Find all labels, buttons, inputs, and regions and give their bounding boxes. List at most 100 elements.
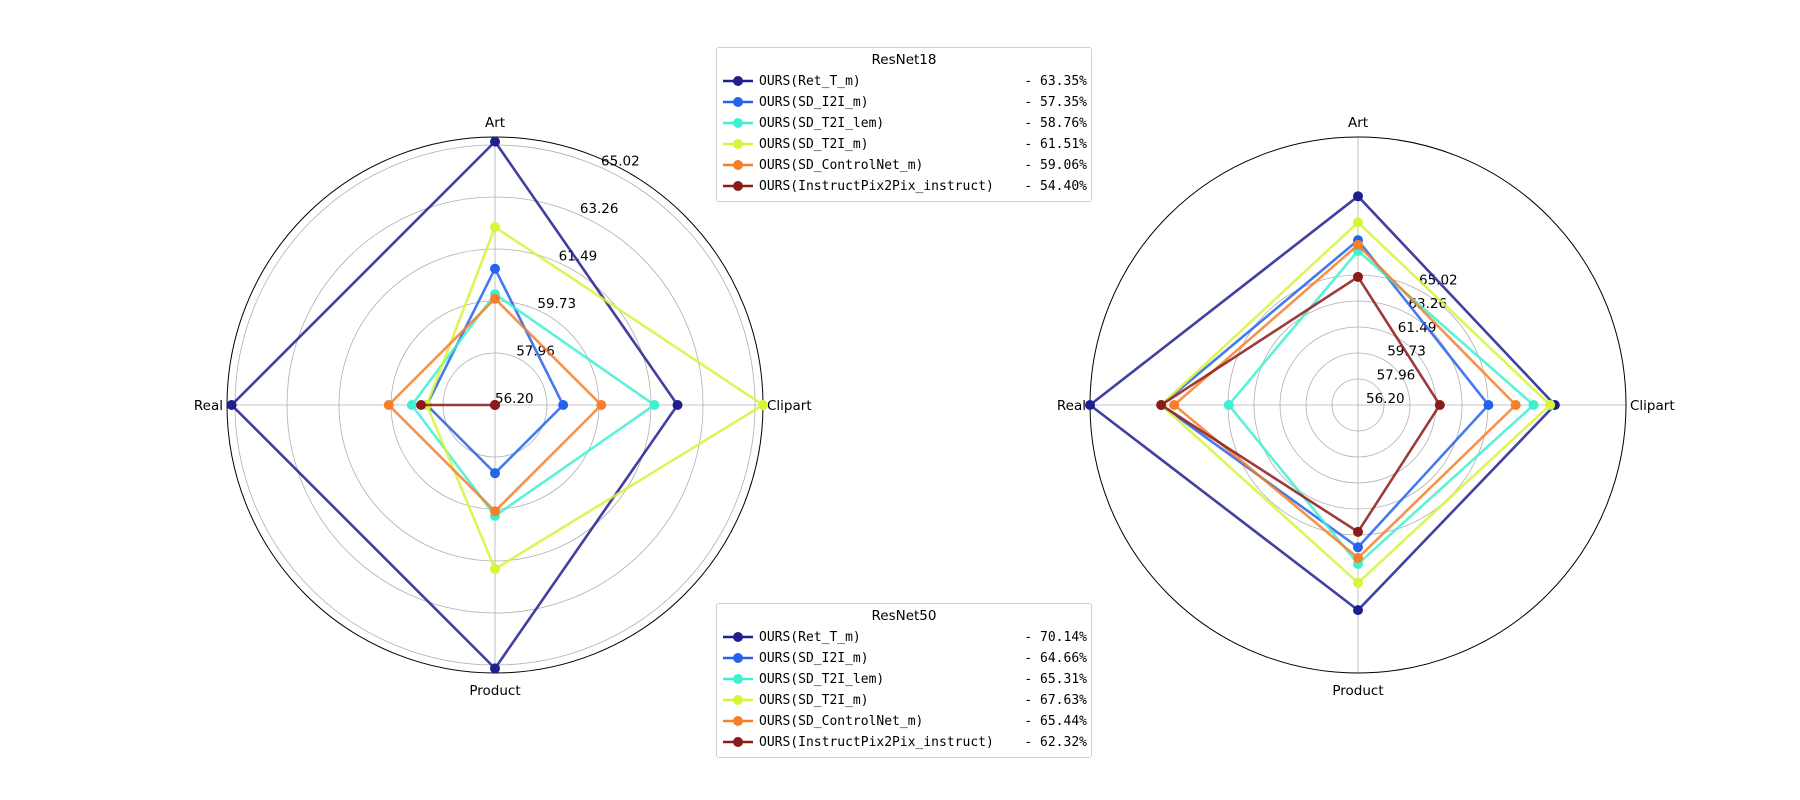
category-label: Real	[1057, 398, 1086, 414]
legend-entry-value: - 65.44%	[1024, 714, 1087, 729]
data-point	[1483, 400, 1494, 410]
legend-entry-value: - 70.14%	[1024, 630, 1087, 645]
data-point	[1156, 400, 1167, 410]
category-label: Clipart	[767, 398, 812, 414]
data-point	[1085, 400, 1095, 410]
data-point	[558, 400, 569, 410]
legend-swatch	[723, 118, 753, 128]
legend-entry-value: - 54.40%	[1024, 179, 1087, 194]
legend-entry-value: - 65.31%	[1024, 672, 1087, 687]
data-point	[1353, 526, 1363, 537]
legend-swatch-marker	[733, 695, 743, 705]
data-point	[1353, 217, 1363, 228]
legend-entry-name: OURS(SD_T2I_lem)	[759, 116, 885, 131]
data-point	[758, 400, 768, 410]
legend-entry-value: - 57.35%	[1024, 95, 1087, 110]
data-point	[490, 222, 500, 233]
legend-entry-name: OURS(Ret_T_m)	[759, 74, 861, 89]
legend-entry-name: OURS(SD_T2I_m)	[759, 137, 869, 152]
legend-swatch-marker	[733, 653, 743, 663]
data-point	[490, 136, 500, 147]
legend-entry-name: OURS(SD_ControlNet_m)	[759, 714, 924, 729]
data-point	[1510, 400, 1521, 410]
data-point	[649, 400, 660, 410]
radial-tick-label: 63.26	[580, 201, 619, 217]
data-point	[383, 400, 394, 410]
radial-tick-label: 65.02	[601, 154, 640, 170]
legend-swatch	[723, 97, 753, 107]
data-point	[1434, 400, 1445, 410]
legend-swatch-marker	[733, 160, 743, 170]
radar-chart-resnet50: 56.2057.9659.7361.4963.2665.02ArtClipart…	[1057, 115, 1675, 699]
radial-tick-label: 63.26	[1408, 296, 1447, 312]
legend-swatch	[723, 737, 753, 747]
legend-entry: OURS(SD_T2I_lem) - 65.31%	[717, 669, 1091, 690]
data-point	[490, 263, 500, 274]
radial-tick-label: 59.73	[537, 296, 576, 312]
legend-entry-name: OURS(SD_I2I_m)	[759, 651, 869, 666]
data-point	[226, 400, 237, 410]
data-point	[1353, 271, 1363, 282]
legend-swatch	[723, 716, 753, 726]
legend-entry-value: - 64.66%	[1024, 651, 1087, 666]
radial-tick-label: 56.20	[1366, 391, 1405, 407]
legend-title: ResNet18	[871, 52, 937, 68]
radial-tick-label: 61.49	[559, 249, 598, 265]
category-label: Art	[1348, 115, 1368, 131]
legend-entry: OURS(InstructPix2Pix_instruct) - 54.40%	[717, 176, 1091, 197]
legend-entry-name: OURS(SD_T2I_lem)	[759, 672, 885, 687]
legend-entry: OURS(SD_I2I_m) - 64.66%	[717, 648, 1091, 669]
legend-title: ResNet50	[871, 608, 937, 624]
data-point	[490, 293, 500, 304]
legend-entry: OURS(InstructPix2Pix_instruct) - 62.32%	[717, 732, 1091, 753]
legend-entry: OURS(Ret_T_m) - 63.35%	[717, 71, 1091, 92]
legend-resnet18: ResNet18 OURS(Ret_T_m) - 63.35% OURS(SD_I2…	[716, 47, 1092, 202]
radial-tick-label: 61.49	[1398, 320, 1437, 336]
data-point	[490, 468, 500, 479]
legend-entry-name: OURS(SD_T2I_m)	[759, 693, 869, 708]
legend-entry-name: OURS(InstructPix2Pix_instruct)	[759, 735, 994, 750]
category-label: Product	[1332, 683, 1383, 699]
legend-entry-value: - 61.51%	[1024, 137, 1087, 152]
data-point	[1353, 239, 1363, 250]
data-point	[490, 506, 500, 517]
radial-tick-label: 57.96	[1377, 367, 1416, 383]
data-point	[672, 400, 683, 410]
data-point	[1353, 542, 1363, 553]
data-point	[596, 400, 607, 410]
data-point	[1169, 400, 1180, 410]
category-label: Real	[194, 398, 223, 414]
radial-tick-label: 56.20	[495, 391, 534, 407]
legend-swatch	[723, 695, 753, 705]
legend-swatch-marker	[733, 716, 743, 726]
data-point	[416, 400, 427, 410]
data-point	[406, 400, 417, 410]
data-point	[1353, 605, 1363, 616]
legend-swatch	[723, 181, 753, 191]
legend-entry: OURS(SD_ControlNet_m) - 65.44%	[717, 711, 1091, 732]
legend-entry-value: - 58.76%	[1024, 116, 1087, 131]
category-label: Product	[469, 683, 520, 699]
legend-entry-value: - 67.63%	[1024, 693, 1087, 708]
legend-entry-value: - 63.35%	[1024, 74, 1087, 89]
legend-swatch	[723, 674, 753, 684]
legend-entry: OURS(SD_ControlNet_m) - 59.06%	[717, 155, 1091, 176]
legend-entry: OURS(SD_T2I_lem) - 58.76%	[717, 113, 1091, 134]
category-label: Art	[485, 115, 505, 131]
legend-entry: OURS(Ret_T_m) - 70.14%	[717, 627, 1091, 648]
legend-swatch-marker	[733, 737, 743, 747]
data-point	[490, 564, 500, 575]
legend-swatch-marker	[733, 181, 743, 191]
data-point	[1353, 577, 1363, 588]
data-point	[490, 400, 500, 410]
legend-swatch-marker	[733, 139, 743, 149]
data-point	[490, 663, 500, 674]
legend-entry-value: - 59.06%	[1024, 158, 1087, 173]
legend-entry-name: OURS(Ret_T_m)	[759, 630, 861, 645]
radar-chart-resnet18: 56.2057.9659.7361.4963.2665.02ArtClipart…	[194, 115, 812, 699]
legend-swatch-marker	[733, 632, 743, 642]
legend-entry: OURS(SD_T2I_m) - 67.63%	[717, 690, 1091, 711]
legend-entry: OURS(SD_I2I_m) - 57.35%	[717, 92, 1091, 113]
legend-entry-name: OURS(SD_ControlNet_m)	[759, 158, 924, 173]
